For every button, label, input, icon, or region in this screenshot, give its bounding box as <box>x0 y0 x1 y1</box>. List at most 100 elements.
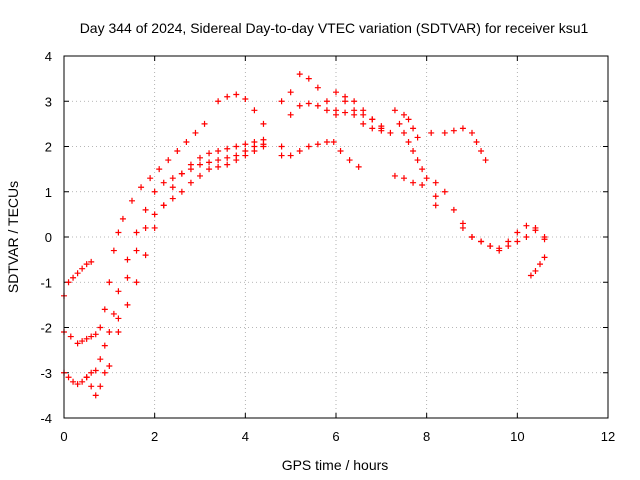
data-point <box>333 89 339 96</box>
data-point <box>251 107 258 114</box>
series-5 <box>215 91 267 127</box>
data-point <box>346 157 353 164</box>
data-point <box>450 206 457 213</box>
data-point <box>165 157 172 164</box>
data-point <box>469 234 475 240</box>
data-point <box>142 224 149 231</box>
grid-lines <box>64 56 608 418</box>
data-point <box>423 175 430 182</box>
data-point <box>459 125 466 132</box>
data-point <box>337 148 344 155</box>
data-point <box>70 274 77 281</box>
data-point <box>92 367 99 374</box>
data-point <box>428 129 435 136</box>
data-point <box>206 150 213 157</box>
data-point <box>124 256 131 263</box>
data-point <box>160 179 167 186</box>
data-point <box>432 202 439 209</box>
data-point <box>133 279 140 286</box>
data-point <box>342 98 349 105</box>
data-point <box>110 247 117 254</box>
series-10 <box>330 138 362 170</box>
data-point <box>414 157 421 164</box>
data-point <box>74 270 81 277</box>
data-point <box>405 138 412 145</box>
data-point <box>260 136 267 143</box>
data-point <box>183 138 190 145</box>
data-point <box>478 238 485 245</box>
data-point <box>215 157 222 164</box>
data-point <box>178 188 185 195</box>
chart-title: Day 344 of 2024, Sidereal Day-to-day VTE… <box>80 20 589 36</box>
data-point <box>215 163 222 170</box>
series-0 <box>61 258 95 299</box>
data-point <box>201 120 208 127</box>
data-point <box>450 127 457 134</box>
data-point <box>106 329 113 336</box>
data-point <box>478 148 485 155</box>
x-tick-label: 4 <box>242 429 249 444</box>
data-point <box>215 148 222 155</box>
series-2 <box>61 141 267 388</box>
data-point <box>314 102 321 109</box>
data-point <box>305 100 312 107</box>
data-point <box>527 272 534 279</box>
data-point <box>92 331 99 338</box>
data-point <box>287 89 294 96</box>
data-point <box>101 342 108 349</box>
data-point <box>88 258 95 265</box>
y-tick-label: 4 <box>45 49 52 64</box>
series-9 <box>287 138 330 159</box>
series-20 <box>527 254 548 279</box>
data-point <box>151 188 158 195</box>
data-point <box>242 141 249 148</box>
data-point <box>83 335 90 342</box>
data-point <box>410 148 417 155</box>
y-tick-label: 2 <box>45 140 52 155</box>
data-point <box>124 301 131 308</box>
data-point <box>187 179 194 186</box>
data-point <box>151 224 158 231</box>
data-point <box>74 381 81 388</box>
data-point <box>242 152 249 159</box>
data-point <box>224 145 231 152</box>
data-point <box>242 95 249 102</box>
data-point <box>169 195 176 202</box>
data-point <box>224 154 231 161</box>
x-tick-label: 12 <box>601 429 615 444</box>
data-point <box>133 247 140 254</box>
data-point <box>330 138 337 145</box>
data-point <box>487 243 494 250</box>
data-point <box>251 148 258 155</box>
data-point <box>197 154 203 161</box>
data-point <box>314 84 321 91</box>
data-point <box>138 184 145 191</box>
plot-frame <box>63 55 609 419</box>
data-point <box>192 129 199 136</box>
data-point <box>351 107 358 114</box>
data-point <box>505 238 512 245</box>
data-point <box>156 166 163 173</box>
x-tick-label: 10 <box>510 429 524 444</box>
data-point <box>342 109 349 116</box>
data-point <box>523 234 530 240</box>
series-7 <box>287 71 394 136</box>
data-point <box>532 227 539 234</box>
data-point <box>405 116 412 123</box>
data-point <box>419 166 426 173</box>
data-point <box>360 120 367 127</box>
data-point <box>129 197 135 204</box>
series-4 <box>115 136 267 336</box>
data-point <box>296 148 303 155</box>
data-point <box>473 138 480 145</box>
data-point <box>79 265 86 272</box>
data-point <box>360 111 367 118</box>
series-12 <box>391 107 430 182</box>
x-tick-label: 8 <box>423 429 430 444</box>
data-point <box>287 111 294 118</box>
data-point <box>441 188 448 195</box>
data-point <box>333 111 339 118</box>
data-points <box>61 71 548 399</box>
data-point <box>541 236 548 243</box>
data-point <box>260 143 267 150</box>
